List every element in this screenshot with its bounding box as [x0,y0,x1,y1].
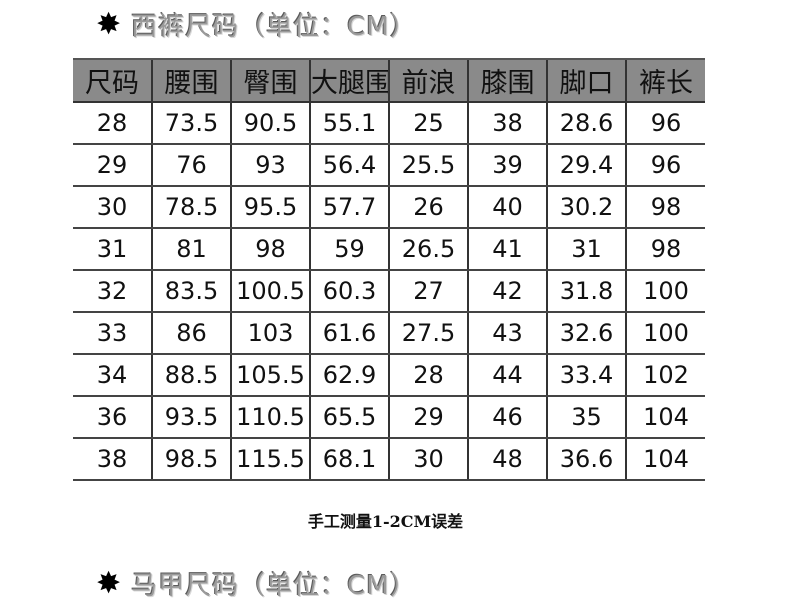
table-cell: 88.5 [151,354,231,397]
table-cell: 68.1 [309,438,389,481]
table-cell: 62.9 [309,354,389,397]
vest-size-title: ✸ 马甲尺码（单位：CM） [96,565,417,602]
table-cell: 27 [388,270,468,313]
column-header: 尺码 [73,58,152,103]
table-cell: 98 [625,186,705,229]
table-cell: 93 [230,144,310,187]
table-cell: 30.2 [546,186,626,229]
table-cell: 110.5 [230,396,310,439]
table-cell: 29 [388,396,468,439]
table-cell: 28 [388,354,468,397]
table-cell: 36 [73,396,152,439]
column-header: 脚口 [546,58,626,103]
pants-size-title-text: 西裤尺码（单位：CM） [131,12,417,42]
table-row: 32 83.5 100.5 60.3 27 42 31.8 100 [73,270,705,313]
table-cell: 36.6 [546,438,626,481]
table-cell: 104 [625,396,705,439]
table-cell: 33 [73,312,152,355]
table-cell: 96 [625,144,705,187]
table-row: 34 88.5 105.5 62.9 28 44 33.4 102 [73,354,705,397]
table-cell: 30 [73,186,152,229]
table-cell: 76 [151,144,231,187]
table-cell: 39 [467,144,547,187]
table-cell: 32 [73,270,152,313]
table-row: 28 73.5 90.5 55.1 25 38 28.6 96 [73,102,705,145]
table-cell: 27.5 [388,312,468,355]
table-cell: 73.5 [151,102,231,145]
table-cell: 83.5 [151,270,231,313]
asterisk-star-icon: ✸ [96,565,122,601]
table-row: 38 98.5 115.5 68.1 30 48 36.6 104 [73,438,705,481]
table-cell: 98 [230,228,310,271]
table-cell: 44 [467,354,547,397]
table-cell: 102 [625,354,705,397]
table-cell: 100 [625,270,705,313]
table-row: 33 86 103 61.6 27.5 43 32.6 100 [73,312,705,355]
table-cell: 28 [73,102,152,145]
table-cell: 60.3 [309,270,389,313]
table-cell: 95.5 [230,186,310,229]
table-cell: 98.5 [151,438,231,481]
table-cell: 41 [467,228,547,271]
table-cell: 31 [73,228,152,271]
table-cell: 104 [625,438,705,481]
table-cell: 40 [467,186,547,229]
table-cell: 25.5 [388,144,468,187]
table-cell: 96 [625,102,705,145]
table-row: 29 76 93 56.4 25.5 39 29.4 96 [73,144,705,187]
table-cell: 56.4 [309,144,389,187]
table-cell: 31 [546,228,626,271]
size-table: 尺码 腰围 臀围 大腿围 前浪 膝围 脚口 裤长 28 73.5 90.5 55.1 25 38 28.6… [73,58,705,481]
table-row: 30 78.5 95.5 57.7 26 40 30.2 98 [73,186,705,229]
table-cell: 29 [73,144,152,187]
table-cell: 100.5 [230,270,310,313]
table-cell: 26 [388,186,468,229]
table-cell: 33.4 [546,354,626,397]
asterisk-star-icon: ✸ [96,6,122,42]
table-cell: 105.5 [230,354,310,397]
table-cell: 78.5 [151,186,231,229]
column-header: 大腿围 [309,58,389,103]
table-cell: 59 [309,228,389,271]
vest-size-title-text: 马甲尺码（单位：CM） [131,571,417,601]
table-cell: 46 [467,396,547,439]
table-cell: 25 [388,102,468,145]
table-cell: 38 [73,438,152,481]
table-cell: 55.1 [309,102,389,145]
table-cell: 35 [546,396,626,439]
pants-size-title: ✸ 西裤尺码（单位：CM） [96,6,417,43]
table-cell: 115.5 [230,438,310,481]
table-cell: 34 [73,354,152,397]
column-header: 裤长 [625,58,705,103]
measurement-note: 手工测量1-2CM误差 [307,512,464,531]
table-cell: 93.5 [151,396,231,439]
table-cell: 65.5 [309,396,389,439]
table-cell: 43 [467,312,547,355]
table-cell: 31.8 [546,270,626,313]
table-header-row: 尺码 腰围 臀围 大腿围 前浪 膝围 脚口 裤长 [73,58,705,103]
table-cell: 81 [151,228,231,271]
table-row: 31 81 98 59 26.5 41 31 98 [73,228,705,271]
table-cell: 86 [151,312,231,355]
table-cell: 103 [230,312,310,355]
table-cell: 32.6 [546,312,626,355]
table-cell: 100 [625,312,705,355]
table-cell: 42 [467,270,547,313]
column-header: 腰围 [151,58,231,103]
table-cell: 26.5 [388,228,468,271]
table-cell: 28.6 [546,102,626,145]
column-header: 臀围 [230,58,310,103]
table-cell: 29.4 [546,144,626,187]
table-cell: 48 [467,438,547,481]
table-cell: 57.7 [309,186,389,229]
table-cell: 61.6 [309,312,389,355]
table-cell: 38 [467,102,547,145]
column-header: 前浪 [388,58,468,103]
table-row: 36 93.5 110.5 65.5 29 46 35 104 [73,396,705,439]
column-header: 膝围 [467,58,547,103]
table-cell: 30 [388,438,468,481]
table-cell: 90.5 [230,102,310,145]
table-cell: 98 [625,228,705,271]
